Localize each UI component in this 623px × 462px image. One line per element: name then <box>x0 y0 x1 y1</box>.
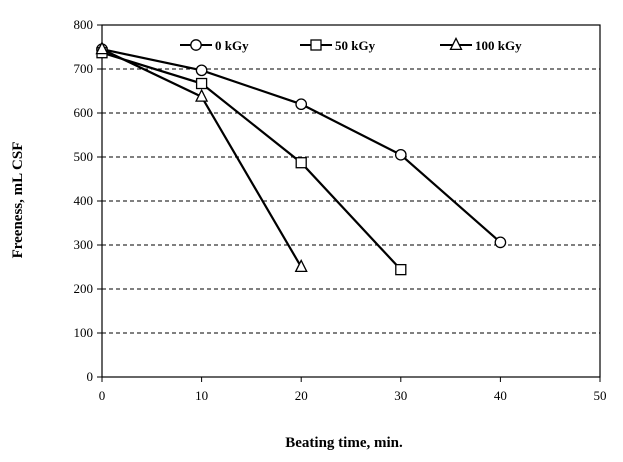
x-tick-label: 40 <box>494 388 507 403</box>
legend-label-0-kgy: 0 kGy <box>215 38 249 53</box>
x-axis-title: Beating time, min. <box>285 435 403 451</box>
data-point-0-kgy <box>394 148 407 161</box>
data-point-0-kgy <box>195 64 208 77</box>
data-point-50-kgy <box>395 263 407 276</box>
x-tick-label: 50 <box>594 388 607 403</box>
y-tick-label: 0 <box>87 369 94 384</box>
x-tick-label: 20 <box>295 388 308 403</box>
grid-layer <box>102 24 600 334</box>
data-point-100-kgy <box>195 88 209 102</box>
axes-layer: 0 100 200 300 400 500 600 700 800 0 10 20 30 40 50 <box>74 17 607 403</box>
legend-label-100-kgy: 100 kGy <box>475 38 522 53</box>
series-layer <box>95 41 507 276</box>
data-point-100-kgy <box>294 258 308 273</box>
x-tick-label: 0 <box>99 388 106 403</box>
y-tick-label: 300 <box>74 237 94 252</box>
y-axis-title: Freeness, mL CSF <box>10 142 26 259</box>
x-tick-label: 30 <box>394 388 407 403</box>
data-point-50-kgy <box>195 77 208 90</box>
legend-label-50-kgy: 50 kGy <box>335 38 376 53</box>
legend-marker-100-kgy <box>449 36 463 51</box>
y-tick-label: 400 <box>74 193 94 208</box>
legend-marker-50-kgy <box>310 39 322 51</box>
data-point-100-kgy <box>95 41 109 55</box>
y-tick-label: 200 <box>74 281 94 296</box>
series-line-50-kgy <box>101 51 402 271</box>
y-tick-label: 100 <box>74 325 94 340</box>
y-tick-label: 600 <box>74 105 94 120</box>
data-point-0-kgy <box>494 236 507 249</box>
data-point-50-kgy <box>295 157 307 169</box>
y-tick-label: 500 <box>74 149 94 164</box>
data-point-0-kgy <box>295 98 308 111</box>
y-tick-label: 700 <box>74 61 94 76</box>
legend-marker-0-kgy <box>190 39 202 51</box>
x-tick-label: 10 <box>195 388 208 403</box>
legend: 0 kGy 50 kGy 100 kGy <box>180 36 522 53</box>
y-tick-label: 800 <box>74 17 94 32</box>
